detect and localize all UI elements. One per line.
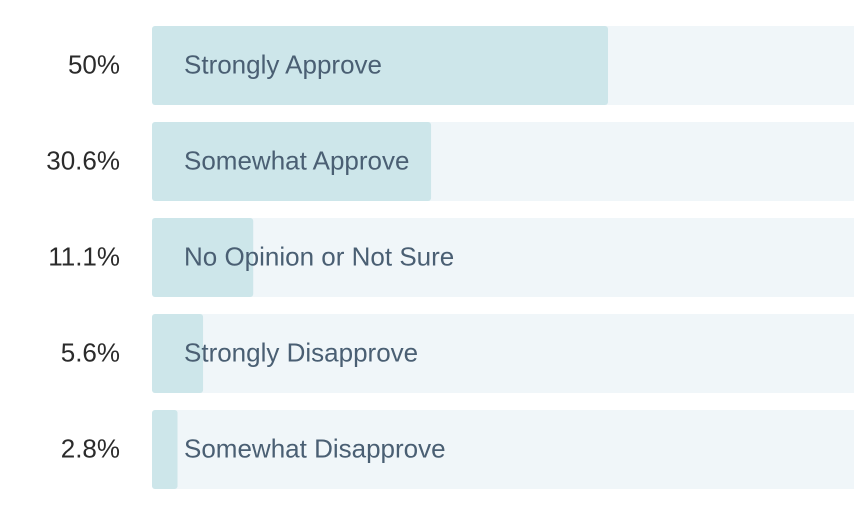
- percent-label: 50%: [68, 49, 120, 79]
- bar: [152, 26, 608, 105]
- bar-track: [152, 314, 854, 393]
- bar: [152, 218, 254, 297]
- percent-label: 2.8%: [61, 433, 120, 463]
- option-label: Somewhat Disapprove: [184, 433, 446, 463]
- bar: [152, 122, 432, 201]
- option-label: Strongly Approve: [184, 49, 382, 79]
- percent-label: 11.1%: [48, 241, 120, 271]
- percent-label: 5.6%: [61, 337, 120, 367]
- percent-label: 30.6%: [46, 145, 120, 175]
- bar-track: [152, 218, 854, 297]
- option-label: Somewhat Approve: [184, 145, 409, 175]
- bar-track: [152, 410, 854, 489]
- option-label: No Opinion or Not Sure: [184, 241, 454, 271]
- bar: [152, 410, 178, 489]
- bar: [152, 314, 204, 393]
- option-label: Strongly Disapprove: [184, 337, 418, 367]
